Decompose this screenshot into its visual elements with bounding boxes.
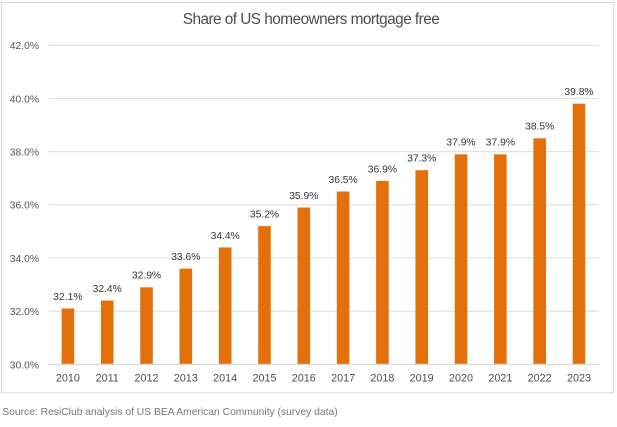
svg-text:37.9%: 37.9% bbox=[486, 138, 515, 149]
svg-text:37.3%: 37.3% bbox=[407, 154, 436, 165]
svg-text:33.6%: 33.6% bbox=[171, 252, 200, 263]
svg-text:36.5%: 36.5% bbox=[328, 175, 357, 186]
svg-text:35.9%: 35.9% bbox=[289, 191, 318, 202]
svg-text:36.9%: 36.9% bbox=[368, 164, 397, 175]
svg-text:Share of US homeowners mortgag: Share of US homeowners mortgage free bbox=[183, 11, 440, 28]
svg-text:2021: 2021 bbox=[488, 373, 512, 385]
svg-text:Source: ResiClub analysis of U: Source: ResiClub analysis of US BEA Amer… bbox=[2, 407, 337, 418]
svg-text:2014: 2014 bbox=[213, 373, 237, 385]
svg-text:35.2%: 35.2% bbox=[250, 210, 279, 221]
svg-text:2017: 2017 bbox=[331, 373, 355, 385]
svg-text:2022: 2022 bbox=[528, 373, 552, 385]
svg-text:2010: 2010 bbox=[56, 373, 80, 385]
svg-text:38.5%: 38.5% bbox=[525, 122, 554, 133]
svg-text:2023: 2023 bbox=[567, 373, 591, 385]
svg-text:2011: 2011 bbox=[96, 373, 119, 385]
svg-text:32.4%: 32.4% bbox=[93, 284, 122, 295]
svg-text:2016: 2016 bbox=[292, 373, 316, 385]
svg-text:42.0%: 42.0% bbox=[10, 41, 39, 52]
svg-text:2012: 2012 bbox=[134, 373, 158, 385]
svg-text:37.9%: 37.9% bbox=[446, 138, 475, 149]
svg-text:2020: 2020 bbox=[449, 373, 473, 385]
svg-text:30.0%: 30.0% bbox=[10, 360, 39, 371]
svg-text:38.0%: 38.0% bbox=[10, 148, 39, 159]
svg-text:2019: 2019 bbox=[410, 373, 434, 385]
svg-text:32.9%: 32.9% bbox=[132, 271, 161, 282]
svg-text:34.4%: 34.4% bbox=[211, 231, 240, 242]
svg-text:2015: 2015 bbox=[252, 373, 276, 385]
svg-text:39.8%: 39.8% bbox=[564, 87, 593, 98]
svg-text:32.1%: 32.1% bbox=[53, 292, 82, 303]
svg-text:36.0%: 36.0% bbox=[10, 201, 39, 212]
svg-text:40.0%: 40.0% bbox=[10, 94, 39, 105]
svg-text:32.0%: 32.0% bbox=[10, 307, 39, 318]
svg-text:2013: 2013 bbox=[174, 373, 198, 385]
svg-text:2018: 2018 bbox=[370, 373, 394, 385]
svg-text:34.0%: 34.0% bbox=[10, 254, 39, 265]
